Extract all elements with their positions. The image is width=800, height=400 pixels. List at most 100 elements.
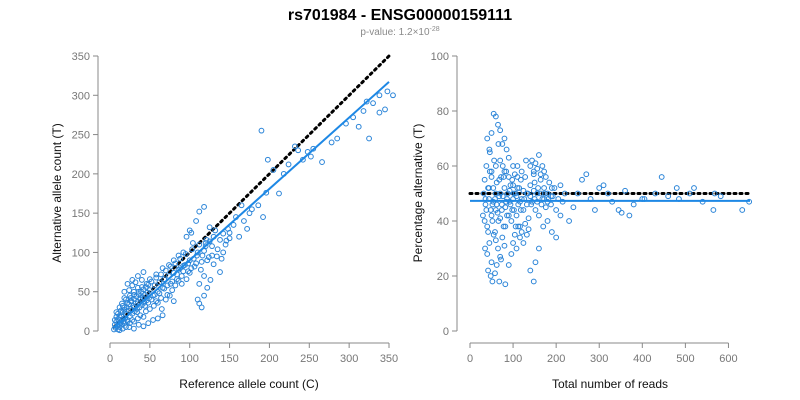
right-y-axis: 0 20 40 60 80 100 [431,51,458,338]
right-data-point [531,179,538,186]
left-data-point [241,218,247,224]
right-data-point [511,231,518,238]
right-data-point [534,165,541,172]
right-data-point [492,113,499,120]
right-data-point [596,185,603,191]
right-data-point [553,207,560,213]
right-data-point [527,182,534,189]
left-data-point [146,287,153,294]
right-y-tick-label: 60 [437,161,449,173]
left-data-point [153,274,160,281]
left-y-axis-label: Alternative allele count (T) [50,123,64,262]
right-data-point [691,185,697,191]
right-data-point [485,267,491,274]
right-data-point [488,212,495,219]
left-data-point [223,237,230,244]
right-data-point [480,212,486,219]
right-data-point [514,174,521,180]
right-data-point [505,174,512,180]
right-data-point [493,262,500,268]
left-data-point [217,236,223,243]
left-data-point [164,282,171,289]
right-data-point [487,273,494,279]
right-data-point [510,240,516,246]
right-data-point [483,207,490,213]
left-fit-line [113,81,390,329]
right-y-tick-label: 80 [437,106,449,118]
right-y-tick-label: 40 [437,216,449,228]
left-data-point [121,288,128,295]
left-data-point [177,255,184,262]
right-data-point [502,204,509,211]
right-data-point [557,212,564,219]
right-data-point [525,226,532,233]
left-data-point [111,317,118,323]
left-data-point [170,257,177,264]
left-data-point [366,135,372,142]
right-data-point [490,185,497,191]
left-data-point [180,249,187,256]
left-data-point [169,287,176,294]
right-data-point [615,207,622,213]
right-data-point [622,187,628,194]
left-data-point [154,315,161,322]
right-data-point [489,218,496,224]
left-data-point [319,159,325,165]
right-data-point [512,223,519,230]
left-data-point [307,153,314,160]
left-data-point [244,225,251,232]
right-data-point [544,190,551,197]
right-data-point [553,234,560,241]
left-data-point [390,92,396,99]
right-data-point [483,163,490,169]
right-data-point [496,176,503,183]
right-data-point [508,251,515,257]
right-data-point [484,251,491,257]
right-data-point [513,212,520,219]
right-data-point [530,171,537,178]
right-data-point [506,187,513,194]
right-data-point [495,218,502,224]
left-data-point [158,306,165,312]
right-data-point [515,223,522,230]
left-data-point [159,265,166,272]
right-data-point [658,174,665,180]
left-data-point [135,321,142,328]
right-data-point [496,278,503,285]
right-data-point [480,190,487,197]
left-y-tick-label: 100 [72,247,90,259]
right-data-point [484,223,491,230]
left-data-point [191,263,198,270]
right-x-axis-label: Total number of reads [552,377,668,391]
right-data-point [501,135,508,142]
left-data-point [196,241,203,248]
right-data-point [529,157,535,164]
right-data-point [492,229,498,235]
right-data-point [546,179,553,186]
right-data-point [536,152,542,158]
right-data-point [489,278,496,285]
right-data-point [510,182,516,189]
left-data-point [137,312,144,319]
right-data-point [652,190,659,197]
right-data-point [539,163,546,169]
right-x-tick-label: 400 [633,353,651,365]
left-data-point [214,246,221,253]
left-data-point [201,273,207,279]
right-data-point [717,193,724,200]
left-data-point [376,109,383,116]
left-data-point [276,190,282,197]
right-data-point [566,218,572,224]
right-data-point [508,218,515,224]
right-data-point [520,187,527,194]
left-data-point [193,260,199,267]
right-data-point [538,201,545,208]
right-data-point [517,207,524,213]
right-data-point [503,168,510,175]
left-data-point [124,280,131,287]
left-data-point [137,295,144,301]
left-data-point [190,240,196,246]
right-data-point [497,157,504,164]
left-data-point [143,280,150,287]
left-data-point [355,123,362,130]
